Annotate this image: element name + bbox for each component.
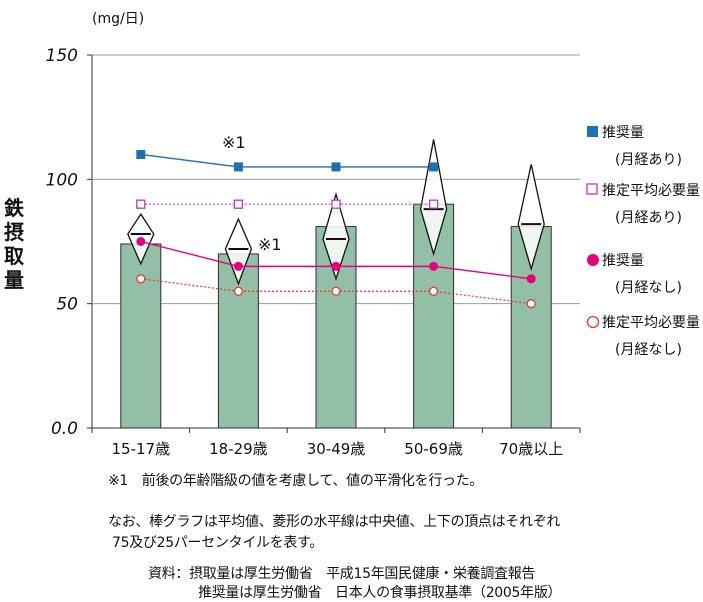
series-marker	[331, 261, 341, 271]
series-marker	[136, 149, 146, 159]
series-marker	[428, 286, 439, 296]
x-tick-label: 30-49歳	[307, 440, 366, 458]
series-marker	[526, 299, 536, 309]
quartile-diamond	[322, 191, 350, 281]
legend-sublabel: (月経あり)	[615, 210, 682, 226]
legend-label: 推奨量	[602, 253, 644, 269]
series-marker	[233, 261, 243, 271]
legend-marker	[587, 126, 598, 137]
series-marker	[331, 286, 341, 296]
y-tick-label: 50	[56, 295, 78, 315]
legend-label: 推定平均必要量	[602, 183, 700, 199]
x-tick-label: 18-29歳	[209, 440, 268, 458]
bar	[120, 243, 162, 429]
series-marker	[233, 162, 243, 172]
x-tick-label: 15-17歳	[112, 440, 171, 458]
series-line	[140, 153, 434, 168]
quartile-diamond	[419, 139, 448, 257]
series-marker	[233, 286, 244, 296]
series-marker	[331, 199, 341, 209]
series-marker	[136, 199, 146, 209]
legend-sublabel: (月経なし)	[615, 342, 682, 358]
y-tick-label: 0.0	[51, 419, 78, 439]
series-marker	[526, 274, 536, 284]
series-marker	[136, 237, 146, 246]
series-marker	[429, 261, 439, 271]
series-marker	[429, 162, 439, 172]
legend-sublabel: (月経なし)	[615, 280, 682, 296]
legend-marker	[586, 183, 598, 195]
legend-marker	[587, 254, 599, 266]
legend-label: 推奨量	[602, 125, 644, 141]
y-tick-label: 150	[46, 46, 78, 66]
legend-label: 推定平均必要量	[602, 315, 700, 331]
series-marker	[428, 199, 439, 209]
annotation-note: ※1	[222, 133, 246, 152]
series-marker	[233, 199, 244, 209]
series-marker	[331, 162, 341, 172]
legend-sublabel: (月経あり)	[615, 152, 682, 168]
quartile-diamond	[224, 217, 253, 286]
y-tick-label: 100	[46, 170, 78, 190]
quartile-diamond	[517, 164, 545, 272]
x-tick-label: 50-69歳	[404, 440, 463, 458]
series-line	[140, 278, 532, 305]
series-marker	[136, 274, 146, 284]
annotation-note: ※1	[258, 235, 282, 254]
legend-marker	[586, 315, 600, 329]
x-tick-label: 70歳以上	[499, 440, 563, 458]
